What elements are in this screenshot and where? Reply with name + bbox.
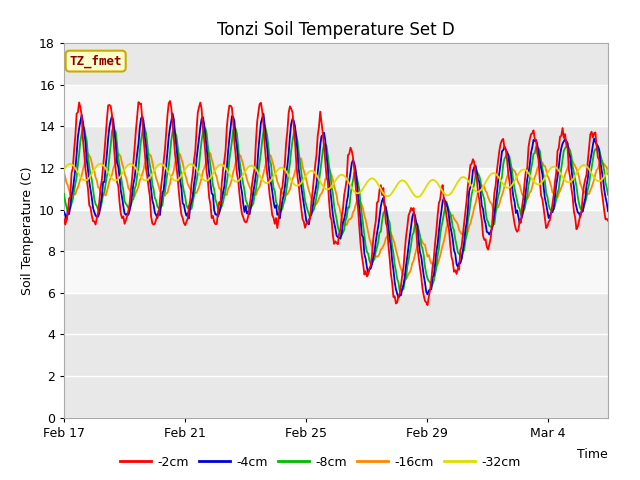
Bar bbox=[64, 293, 608, 335]
Legend: -2cm, -4cm, -8cm, -16cm, -32cm: -2cm, -4cm, -8cm, -16cm, -32cm bbox=[115, 451, 525, 474]
Bar bbox=[64, 335, 608, 376]
Bar bbox=[64, 85, 608, 126]
Bar bbox=[64, 251, 608, 293]
Bar bbox=[64, 168, 608, 210]
Bar bbox=[64, 126, 608, 168]
Title: Tonzi Soil Temperature Set D: Tonzi Soil Temperature Set D bbox=[217, 21, 455, 39]
Bar bbox=[64, 43, 608, 85]
Y-axis label: Soil Temperature (C): Soil Temperature (C) bbox=[20, 166, 33, 295]
Text: Time: Time bbox=[577, 447, 608, 460]
Bar bbox=[64, 210, 608, 251]
Bar bbox=[64, 376, 608, 418]
Text: TZ_fmet: TZ_fmet bbox=[69, 54, 122, 68]
